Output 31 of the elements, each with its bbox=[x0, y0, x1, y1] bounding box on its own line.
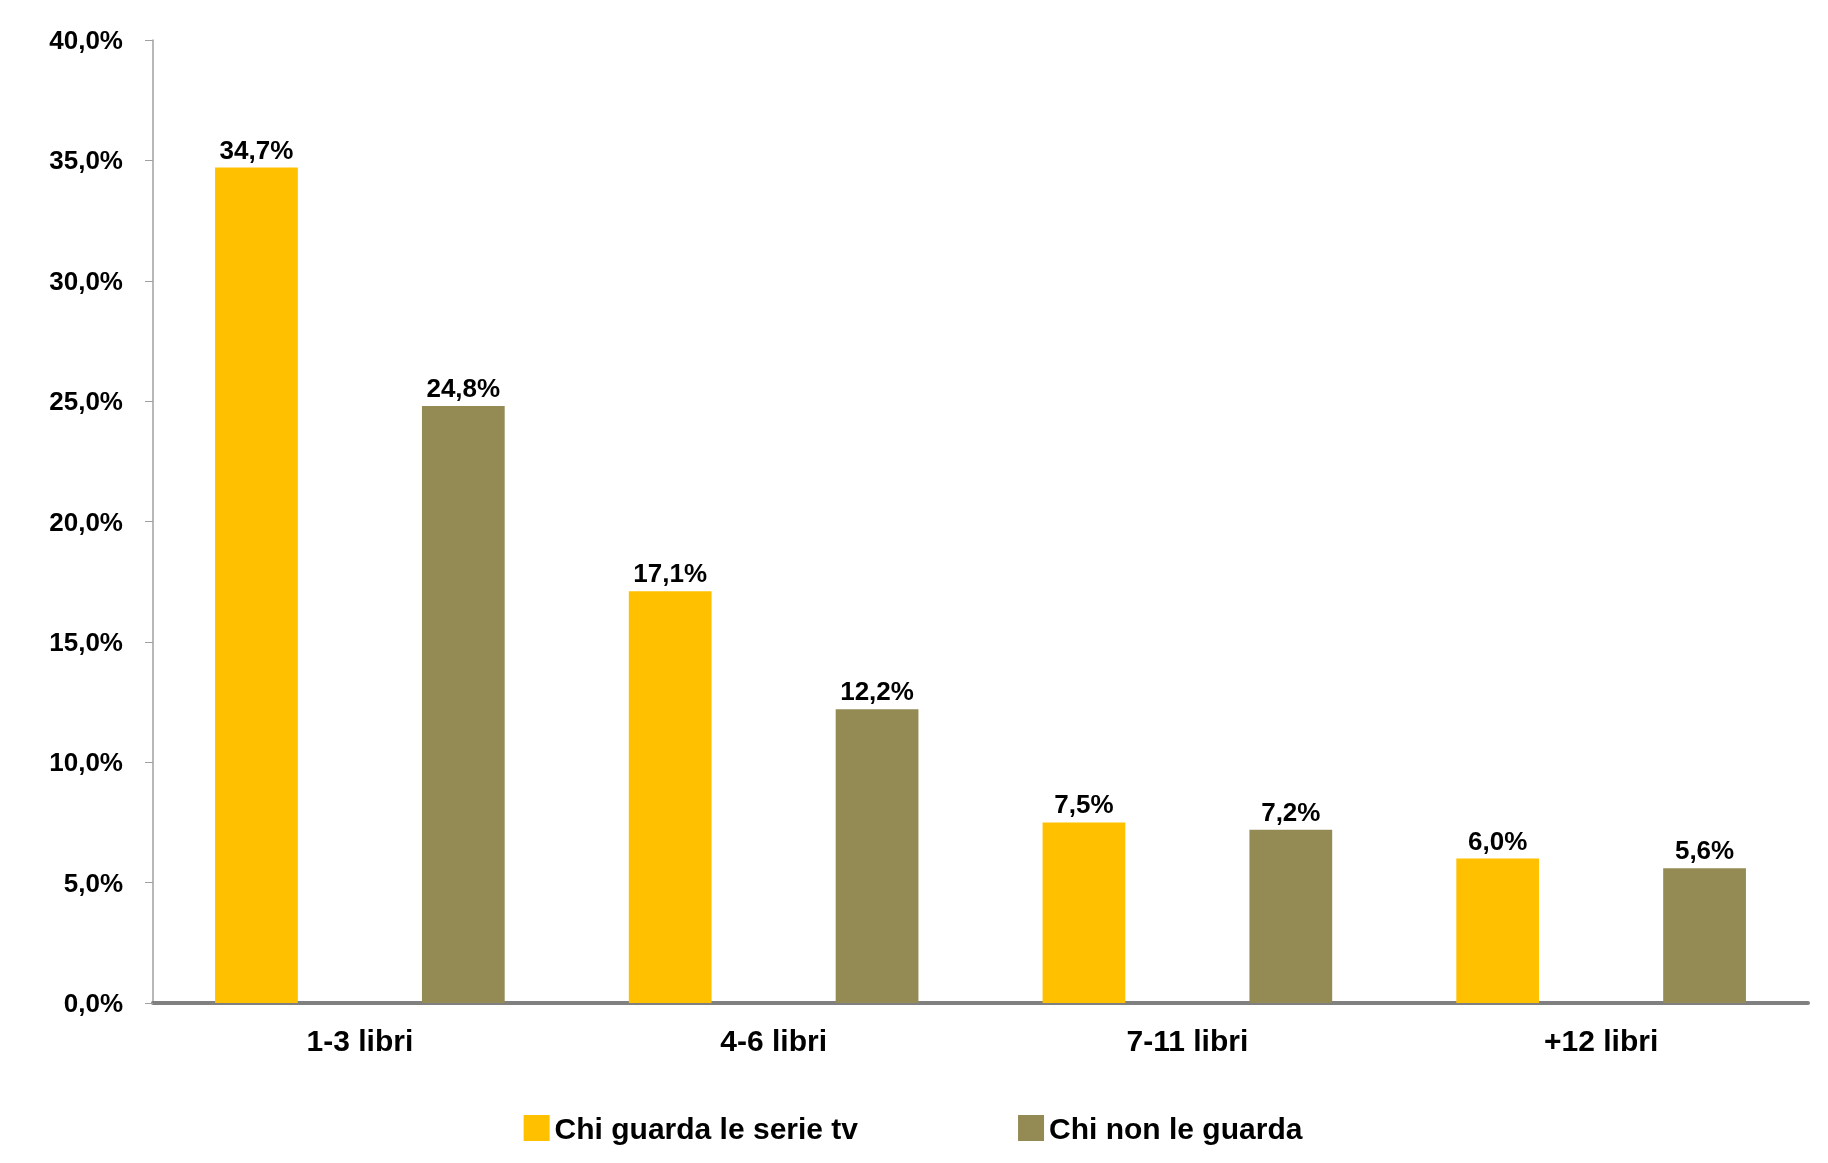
y-tick-label: 25,0% bbox=[49, 386, 123, 417]
y-tick-label: 40,0% bbox=[49, 25, 123, 55]
y-tick-label: 10,0% bbox=[49, 747, 123, 778]
y-tick-label: 20,0% bbox=[49, 506, 123, 537]
bar bbox=[628, 591, 712, 1003]
data-label: 5,6% bbox=[1674, 835, 1735, 866]
bar bbox=[215, 167, 298, 1003]
y-tick-label: 30,0% bbox=[49, 265, 123, 296]
y-tick-label: 15,0% bbox=[49, 626, 123, 657]
bar bbox=[1249, 829, 1333, 1003]
bar bbox=[1042, 822, 1126, 1003]
data-label: 6,0% bbox=[1468, 825, 1528, 856]
bar bbox=[1663, 868, 1746, 1003]
x-tick-label: +12 libri bbox=[1544, 1023, 1659, 1057]
data-label: 34,7% bbox=[219, 134, 294, 165]
bar bbox=[421, 405, 505, 1003]
bar bbox=[1456, 858, 1540, 1003]
x-tick-label: 7-11 libri bbox=[1126, 1023, 1249, 1057]
data-label: 12,2% bbox=[840, 676, 914, 707]
y-tick-label: 0,0% bbox=[63, 988, 123, 1018]
bar bbox=[835, 709, 919, 1003]
y-tick-label: 35,0% bbox=[49, 145, 123, 176]
data-label: 17,1% bbox=[633, 558, 708, 589]
y-tick-label: 5,0% bbox=[63, 867, 123, 898]
data-label: 7,5% bbox=[1054, 789, 1114, 820]
x-tick-label: 4-6 libri bbox=[720, 1023, 827, 1057]
legend-label: Chi non le guarda bbox=[1049, 1111, 1303, 1145]
x-tick-label: 1-3 libri bbox=[306, 1023, 414, 1057]
legend-label: Chi guarda le serie tv bbox=[554, 1111, 859, 1145]
data-label: 24,8% bbox=[426, 372, 501, 403]
data-label: 7,2% bbox=[1261, 796, 1321, 827]
